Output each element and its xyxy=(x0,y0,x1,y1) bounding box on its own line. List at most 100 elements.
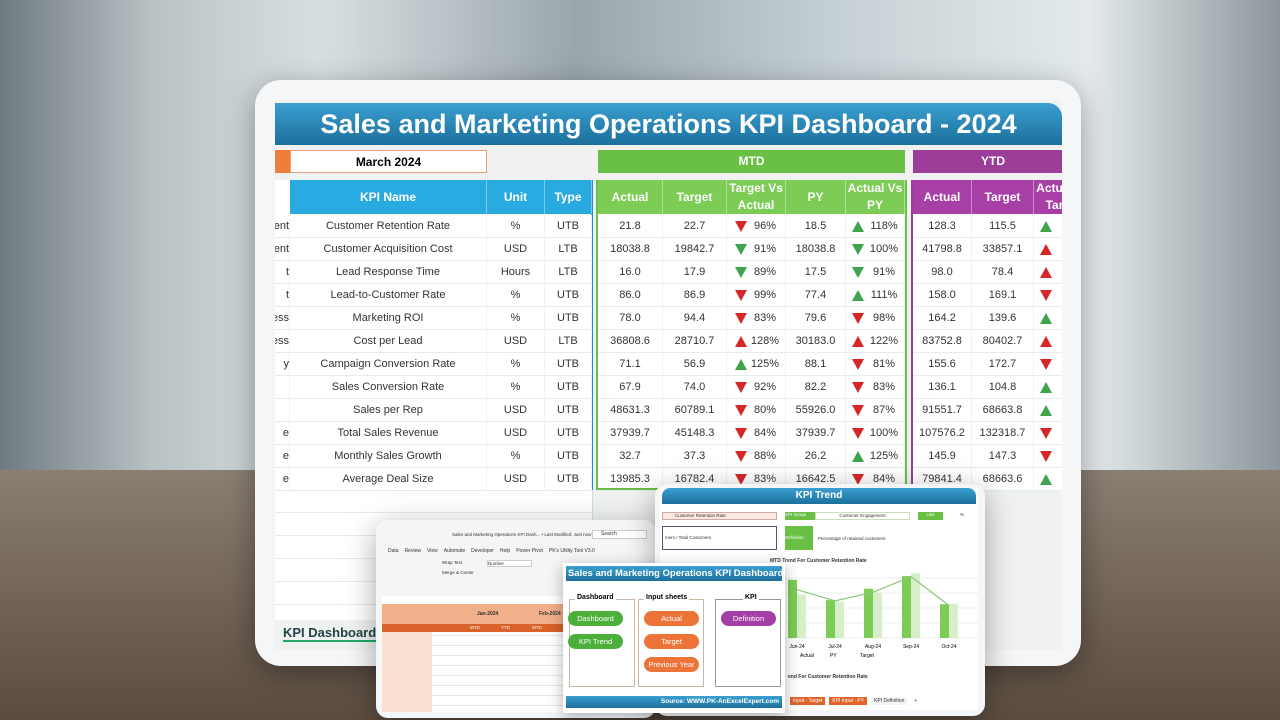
mtd-actual-cell: 13985.3 xyxy=(598,468,663,491)
mtd-actual-cell: 32.7 xyxy=(598,445,663,468)
sub-header: MTD xyxy=(470,625,480,630)
sheet-tab[interactable]: KPI Definition xyxy=(871,697,908,705)
left-col-band xyxy=(382,632,432,712)
ytd-target-cell: 139.6 xyxy=(972,307,1034,330)
ribbon-tab[interactable]: Automate xyxy=(443,548,466,554)
ytd-target-cell: 104.8 xyxy=(972,376,1034,399)
col-header-ytd-actual-vs-target: Actual Vs Target xyxy=(1034,180,1062,214)
number-format-select[interactable]: Number xyxy=(487,560,532,567)
kpi-name-cell: Cost per Lead xyxy=(290,330,487,353)
target-vs-actual-cell: 80% xyxy=(727,399,786,422)
trend-down-icon xyxy=(852,244,864,255)
unit-cell: Hours xyxy=(487,261,545,284)
mtd-actual-cell: 37939.7 xyxy=(598,422,663,445)
ytd-actual-cell: 164.2 xyxy=(913,307,972,330)
chart-title: MTD Trend For Customer Retention Rate xyxy=(770,558,867,564)
col-header-unit: Unit xyxy=(487,180,545,214)
mtd-actual-cell: 48631.3 xyxy=(598,399,663,422)
month-label: Jul-24 xyxy=(828,644,842,650)
ytd-actual-cell: 41798.8 xyxy=(913,238,972,261)
trend-screen: KPI Trend Customer Retention Rate KPI Gr… xyxy=(660,488,978,710)
bar-py xyxy=(835,601,844,638)
menu-button-definition[interactable]: Definition xyxy=(721,611,776,626)
trend-down-icon xyxy=(852,313,864,324)
trend-up-icon xyxy=(852,221,864,232)
col-header-kpi-name: KPI Name xyxy=(290,180,487,214)
ribbon-tab[interactable]: Help xyxy=(499,548,511,554)
kpi-name-cell: Sales per Rep xyxy=(290,399,487,422)
menu-button-target[interactable]: Target xyxy=(644,634,699,649)
sheet-tabs: Input - Target KPI Input - PY KPI Definiti… xyxy=(790,697,921,705)
trend-down-icon xyxy=(1040,451,1052,462)
ribbon-tab[interactable]: Developer xyxy=(471,548,494,554)
type-cell: UTB xyxy=(545,307,592,330)
sheet-tab[interactable]: KPI Input - PY xyxy=(829,697,868,705)
target-vs-actual-cell: 96% xyxy=(727,215,786,238)
bar-actual xyxy=(902,576,911,638)
ribbon-tab[interactable]: PK's Utility Tool V3.0 xyxy=(548,548,595,554)
month-label: Oct-24 xyxy=(941,644,956,650)
actual-vs-py-cell: 125% xyxy=(846,445,905,468)
kpi-group-cell: t xyxy=(275,261,290,284)
menu-button-actual[interactable]: Actual xyxy=(644,611,699,626)
mtd-target-cell: 37.3 xyxy=(663,445,727,468)
merge-center-button[interactable]: Merge & Center xyxy=(442,570,474,575)
ytd-target-cell: 115.5 xyxy=(972,215,1034,238)
kpi-group-cell: e xyxy=(275,468,290,491)
kpi-name-cell: Campaign Conversion Rate xyxy=(290,353,487,376)
trend-down-icon xyxy=(735,405,747,416)
kpi-select[interactable]: Customer Retention Rate xyxy=(662,512,777,520)
mtd-actual-cell: 21.8 xyxy=(598,215,663,238)
menu-button-kpi-trend[interactable]: KPI Trend xyxy=(568,634,623,649)
target-vs-actual-cell: 83% xyxy=(727,307,786,330)
type-cell: UTB xyxy=(545,284,592,307)
trend-down-icon xyxy=(735,221,747,232)
ribbon-tab[interactable]: Data xyxy=(388,548,399,554)
ytd-actual-vs-target-cell xyxy=(1034,238,1062,261)
trend-down-icon xyxy=(852,382,864,393)
sheet-tab-kpi-dashboard[interactable]: KPI Dashboard xyxy=(283,625,377,642)
trend-down-icon xyxy=(735,244,747,255)
sheet-tab[interactable]: Input - Target xyxy=(790,697,826,705)
py-cell: 37939.7 xyxy=(786,422,846,445)
ytd-actual-cell: 136.1 xyxy=(913,376,972,399)
excel-search[interactable]: Search xyxy=(592,530,647,539)
target-vs-actual-cell: 128% xyxy=(727,330,786,353)
bar-py xyxy=(949,603,958,638)
month-label: Aug-24 xyxy=(865,644,881,650)
menu-button-previous-year[interactable]: Previous Year xyxy=(644,657,699,672)
ytd-actual-cell: 145.9 xyxy=(913,445,972,468)
dashboard-screen: Sales and Marketing Operations KPI Dashb… xyxy=(275,100,1062,650)
month-label: Jun-24 xyxy=(789,644,805,650)
unit-cell: % xyxy=(487,445,545,468)
kpi-group-cell xyxy=(275,399,290,422)
mtd-target-cell: 74.0 xyxy=(663,376,727,399)
wrap-text-button[interactable]: Wrap Text xyxy=(442,560,463,565)
unit-cell: % xyxy=(487,307,545,330)
sheet-tab[interactable]: + xyxy=(911,697,921,705)
menu-title: Sales and Marketing Operations KPI Dashb… xyxy=(566,566,782,581)
mtd-target-cell: 45148.3 xyxy=(663,422,727,445)
py-cell: 26.2 xyxy=(786,445,846,468)
col-header-actual: Actual xyxy=(598,180,663,214)
kpi-group-cell: ent xyxy=(275,215,290,238)
target-vs-actual-cell: 92% xyxy=(727,376,786,399)
ytd-target-cell: 33857.1 xyxy=(972,238,1034,261)
bar-py xyxy=(797,594,806,638)
ytd-actual-vs-target-cell xyxy=(1034,399,1062,422)
ribbon-tab[interactable]: Power Pivot xyxy=(516,548,543,554)
ribbon-tab[interactable]: View xyxy=(426,548,438,554)
ribbon-tab[interactable]: Review xyxy=(404,548,421,554)
unit-cell: % xyxy=(487,353,545,376)
month-selector[interactable]: March 2024 xyxy=(290,150,487,173)
trend-down-icon xyxy=(852,405,864,416)
menu-group-label: Dashboard xyxy=(575,594,616,601)
mtd-target-cell: 86.9 xyxy=(663,284,727,307)
ytd-target-cell: 68663.6 xyxy=(972,468,1034,491)
month-marker xyxy=(275,150,290,173)
ytd-actual-vs-target-cell xyxy=(1034,261,1062,284)
trend-down-icon xyxy=(852,267,864,278)
menu-button-dashboard[interactable]: Dashboard xyxy=(568,611,623,626)
type-cell: UTB xyxy=(545,215,592,238)
ytd-actual-cell: 155.6 xyxy=(913,353,972,376)
